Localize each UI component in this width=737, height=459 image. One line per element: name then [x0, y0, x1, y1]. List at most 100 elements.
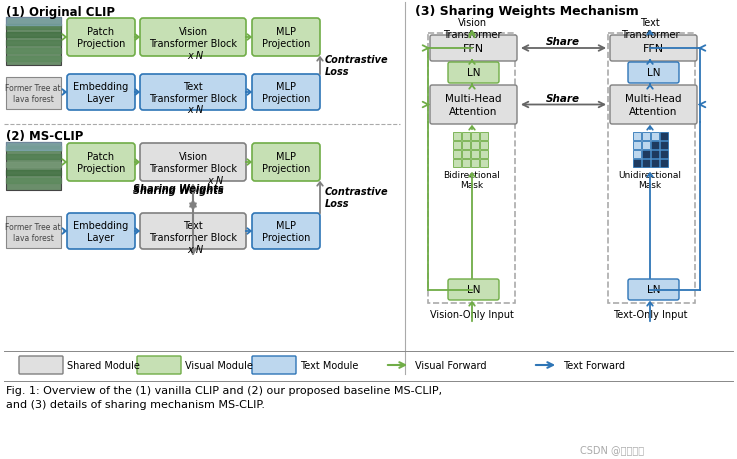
Text: LN: LN [647, 68, 660, 78]
FancyBboxPatch shape [453, 142, 461, 150]
FancyBboxPatch shape [660, 151, 668, 159]
Text: LN: LN [647, 285, 660, 295]
FancyBboxPatch shape [642, 133, 650, 141]
Text: Patch
Projection: Patch Projection [77, 27, 125, 49]
FancyBboxPatch shape [610, 36, 697, 62]
FancyBboxPatch shape [430, 86, 517, 125]
FancyBboxPatch shape [480, 151, 488, 159]
Text: Sharing Weights: Sharing Weights [133, 185, 223, 196]
FancyBboxPatch shape [67, 19, 135, 57]
Text: Text
Transformer Block: Text Transformer Block [149, 220, 237, 243]
FancyBboxPatch shape [67, 213, 135, 249]
Text: x N: x N [207, 176, 223, 185]
Text: MLP
Projection: MLP Projection [262, 27, 310, 49]
FancyBboxPatch shape [430, 36, 517, 62]
FancyBboxPatch shape [633, 160, 641, 168]
Text: Contrastive
Loss: Contrastive Loss [325, 55, 388, 77]
FancyBboxPatch shape [471, 142, 479, 150]
Text: MLP
Projection: MLP Projection [262, 220, 310, 243]
FancyBboxPatch shape [252, 19, 320, 57]
Text: x N: x N [187, 105, 203, 115]
FancyBboxPatch shape [448, 63, 499, 84]
FancyBboxPatch shape [140, 213, 246, 249]
FancyBboxPatch shape [140, 144, 246, 182]
FancyBboxPatch shape [480, 160, 488, 168]
FancyBboxPatch shape [140, 19, 246, 57]
Text: (2) MS-CLIP: (2) MS-CLIP [6, 130, 83, 143]
Text: MLP
Projection: MLP Projection [262, 151, 310, 174]
FancyBboxPatch shape [642, 151, 650, 159]
Text: CSDN @菜鸡不叫: CSDN @菜鸡不叫 [580, 444, 644, 454]
Text: Share: Share [546, 93, 580, 103]
FancyBboxPatch shape [633, 151, 641, 159]
FancyBboxPatch shape [651, 142, 659, 150]
FancyBboxPatch shape [642, 142, 650, 150]
FancyBboxPatch shape [480, 142, 488, 150]
FancyBboxPatch shape [252, 213, 320, 249]
Text: Patch
Projection: Patch Projection [77, 151, 125, 174]
Text: Text Forward: Text Forward [563, 360, 625, 370]
FancyBboxPatch shape [480, 133, 488, 141]
FancyBboxPatch shape [19, 356, 63, 374]
Text: (1) Original CLIP: (1) Original CLIP [6, 6, 115, 19]
Text: Bidirectional
Mask: Bidirectional Mask [444, 171, 500, 190]
Text: Multi-Head
Attention: Multi-Head Attention [445, 94, 502, 117]
Text: Embedding
Layer: Embedding Layer [74, 220, 129, 243]
Text: Former Tree at
lava forest: Former Tree at lava forest [5, 223, 61, 242]
Text: LN: LN [467, 68, 481, 78]
Text: Vision-Only Input: Vision-Only Input [430, 309, 514, 319]
Text: Visual Forward: Visual Forward [415, 360, 486, 370]
Text: Text-Only Input: Text-Only Input [612, 309, 687, 319]
FancyBboxPatch shape [140, 75, 246, 111]
FancyBboxPatch shape [448, 280, 499, 300]
Text: MLP
Projection: MLP Projection [262, 82, 310, 104]
FancyBboxPatch shape [462, 142, 470, 150]
FancyBboxPatch shape [6, 18, 61, 66]
FancyBboxPatch shape [462, 160, 470, 168]
Text: Contrastive
Loss: Contrastive Loss [325, 186, 388, 209]
FancyBboxPatch shape [471, 160, 479, 168]
Text: Vision
Transformer Block: Vision Transformer Block [149, 151, 237, 174]
Text: Text
Transformer: Text Transformer [621, 18, 680, 39]
Text: Sharing Weights: Sharing Weights [133, 184, 223, 194]
Text: Embedding
Layer: Embedding Layer [74, 82, 129, 104]
FancyBboxPatch shape [642, 160, 650, 168]
FancyBboxPatch shape [137, 356, 181, 374]
Text: Shared Module: Shared Module [67, 360, 140, 370]
FancyBboxPatch shape [660, 160, 668, 168]
FancyBboxPatch shape [252, 144, 320, 182]
Text: FFN: FFN [643, 44, 664, 54]
Text: Unidirectional
Mask: Unidirectional Mask [618, 171, 682, 190]
Text: Text Module: Text Module [300, 360, 358, 370]
FancyBboxPatch shape [453, 160, 461, 168]
Text: Text
Transformer Block: Text Transformer Block [149, 82, 237, 104]
Text: Vision
Transformer Block: Vision Transformer Block [149, 27, 237, 49]
FancyBboxPatch shape [67, 144, 135, 182]
FancyBboxPatch shape [252, 356, 296, 374]
FancyBboxPatch shape [660, 133, 668, 141]
FancyBboxPatch shape [462, 151, 470, 159]
Text: x N: x N [187, 245, 203, 254]
Text: LN: LN [467, 285, 481, 295]
FancyBboxPatch shape [651, 160, 659, 168]
FancyBboxPatch shape [252, 75, 320, 111]
Text: Share: Share [546, 37, 580, 47]
FancyBboxPatch shape [6, 143, 61, 190]
FancyBboxPatch shape [67, 75, 135, 111]
FancyBboxPatch shape [6, 78, 61, 110]
FancyBboxPatch shape [660, 142, 668, 150]
FancyBboxPatch shape [628, 63, 679, 84]
FancyBboxPatch shape [628, 280, 679, 300]
FancyBboxPatch shape [471, 151, 479, 159]
Text: Multi-Head
Attention: Multi-Head Attention [625, 94, 682, 117]
Text: FFN: FFN [463, 44, 484, 54]
Text: Visual Module: Visual Module [185, 360, 253, 370]
Text: Fig. 1: Overview of the (1) vanilla CLIP and (2) our proposed baseline MS-CLIP,
: Fig. 1: Overview of the (1) vanilla CLIP… [6, 385, 442, 409]
FancyBboxPatch shape [651, 133, 659, 141]
FancyBboxPatch shape [633, 133, 641, 141]
FancyBboxPatch shape [651, 151, 659, 159]
FancyBboxPatch shape [453, 133, 461, 141]
FancyBboxPatch shape [453, 151, 461, 159]
Text: Former Tree at
lava forest: Former Tree at lava forest [5, 84, 61, 104]
FancyBboxPatch shape [462, 133, 470, 141]
